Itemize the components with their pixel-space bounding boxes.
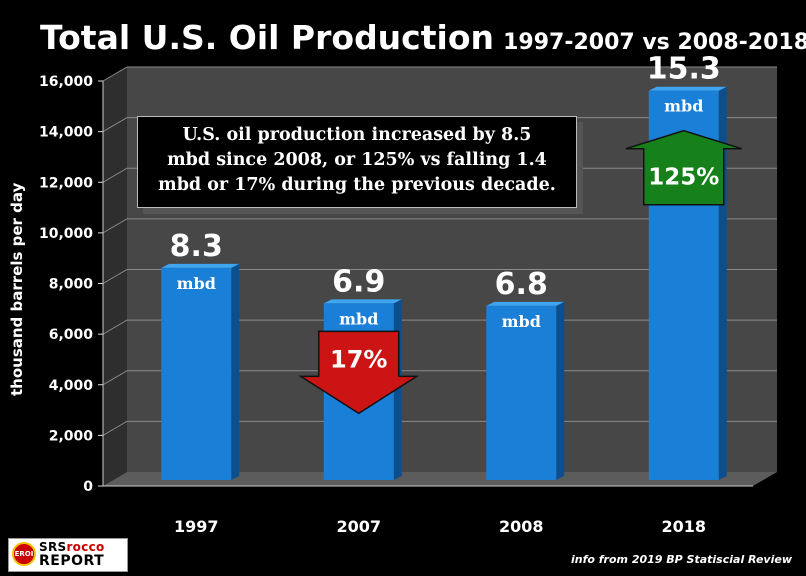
gridline xyxy=(102,269,777,284)
bar-side xyxy=(556,301,565,480)
bar-front xyxy=(161,267,232,480)
bar-1997 xyxy=(161,263,240,480)
y-tick-label: 8,000 xyxy=(49,277,94,293)
callout-box: U.S. oil production increased by 8.5 mbd… xyxy=(137,116,577,208)
y-axis-label: thousand barrels per day xyxy=(2,183,26,396)
y-tick-label: 12,000 xyxy=(39,175,93,191)
bar-front xyxy=(486,305,557,480)
data-label-2018: 15.3 xyxy=(647,52,721,87)
chart-title-sub: 1997-2007 vs 2008-2018 xyxy=(503,30,806,55)
gridline xyxy=(102,218,777,234)
y-tick-label: 0 xyxy=(83,479,93,495)
y-tick-label: 4,000 xyxy=(49,378,94,394)
chart-title: Total U.S. Oil Production 1997-2007 vs 2… xyxy=(40,18,806,57)
eroi-badge-icon: EROI xyxy=(12,542,36,566)
y-tick-label: 6,000 xyxy=(49,327,94,343)
callout-line-2: mbd since 2008, or 125% vs falling 1.4 xyxy=(167,150,547,170)
data-label-1997: 8.3 xyxy=(170,229,223,264)
y-tick-label: 2,000 xyxy=(49,428,94,444)
unit-label-2008: mbd xyxy=(502,312,541,331)
callout-line-1: U.S. oil production increased by 8.5 xyxy=(182,125,532,145)
x-tick-label-1997: 1997 xyxy=(174,517,219,536)
unit-label-2007: mbd xyxy=(339,309,378,328)
data-label-2008: 6.8 xyxy=(495,267,548,302)
source-note: info from 2019 BP Statiscial Review xyxy=(571,553,792,566)
data-label-2007: 6.9 xyxy=(332,264,385,299)
unit-label-1997: mbd xyxy=(177,274,216,293)
callout-line-3: mbd or 17% during the previous decade. xyxy=(158,175,556,195)
arrow-label-2007: 17% xyxy=(330,345,387,373)
bar-top xyxy=(323,299,402,304)
plot-floor xyxy=(103,472,777,486)
bar-top xyxy=(648,86,727,91)
bar-top xyxy=(486,301,565,306)
bar-side xyxy=(231,263,240,480)
down-arrow-icon xyxy=(298,330,420,415)
chart-title-main: Total U.S. Oil Production xyxy=(40,18,494,57)
y-tick-label: 16,000 xyxy=(39,74,93,90)
logo-line-1: SRSrocco xyxy=(39,540,105,554)
logo-line-2: REPORT xyxy=(39,553,105,569)
x-tick-label-2018: 2018 xyxy=(661,517,706,536)
up-arrow-icon xyxy=(625,129,742,206)
x-tick-label-2008: 2008 xyxy=(499,517,544,536)
y-tick-label: 14,000 xyxy=(39,125,93,141)
x-tick-label-2007: 2007 xyxy=(336,517,381,536)
y-tick-label: 10,000 xyxy=(39,226,93,242)
bar-2008 xyxy=(486,301,565,480)
y-axis-label-text: thousand barrels per day xyxy=(8,182,26,396)
bar-top xyxy=(161,263,240,268)
gridline xyxy=(102,66,777,82)
unit-label-2018: mbd xyxy=(664,97,703,116)
srsrocco-logo: EROI SRSrocco REPORT xyxy=(8,538,128,572)
arrow-label-2018: 125% xyxy=(648,165,719,191)
